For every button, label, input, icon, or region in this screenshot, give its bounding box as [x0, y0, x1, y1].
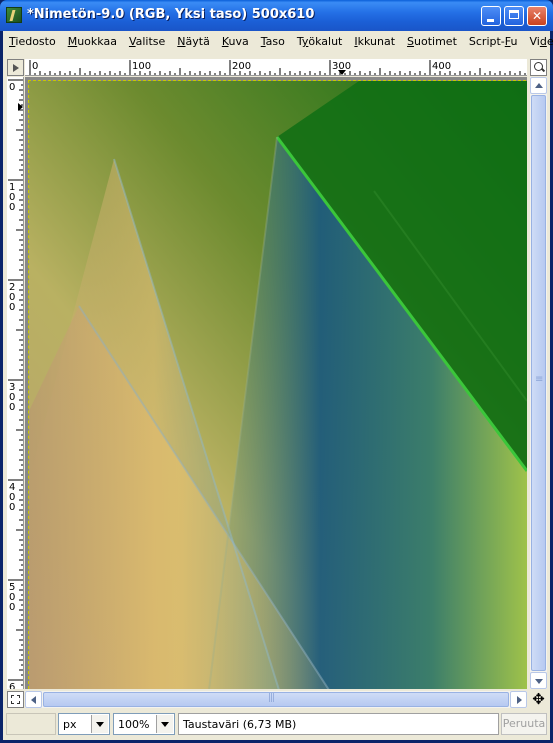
horizontal-ruler[interactable]: 0 100 200 300 400	[25, 59, 527, 76]
chevron-down-icon[interactable]	[91, 715, 108, 733]
menu-item-tiedosto[interactable]: Tiedosto	[9, 35, 56, 48]
window-client: Tiedosto Muokkaa Valitse Näytä Kuva Taso Työka…	[3, 31, 553, 740]
navigate-zoom-icon[interactable]	[530, 59, 547, 76]
scroll-left-button[interactable]	[25, 691, 42, 708]
ruler-label: 0	[9, 502, 15, 513]
ruler-label: 3	[9, 382, 15, 393]
menu-item-ikkunat[interactable]: Ikkunat	[354, 35, 396, 48]
minimize-button[interactable]	[481, 6, 501, 26]
title-bar[interactable]: *Nimetön-9.0 (RGB, Yksi taso) 500x610 ✕	[0, 0, 553, 31]
quick-mask-toggle[interactable]	[7, 691, 24, 708]
ruler-label: 0	[9, 82, 15, 93]
ruler-label: 0	[9, 402, 15, 413]
horizontal-scroll-thumb[interactable]	[43, 692, 509, 707]
ruler-label: 1	[9, 182, 15, 193]
menu-item-script-fu[interactable]: Script-Fu	[468, 35, 518, 48]
menu-item-kuva[interactable]: Kuva	[221, 35, 249, 48]
ruler-label: 0	[9, 392, 15, 403]
ruler-label: 200	[232, 61, 251, 72]
maximize-button[interactable]	[504, 6, 524, 26]
status-bar: px 100% Taustaväri (6,73 MB) Peruuta	[3, 710, 550, 740]
pointer-marker	[338, 70, 346, 75]
pointer-marker	[18, 103, 23, 111]
menu-item-video[interactable]: Video	[529, 35, 553, 48]
menu-arrow-button[interactable]	[7, 59, 24, 76]
ruler-label: 300	[332, 61, 351, 72]
scroll-up-button[interactable]	[530, 77, 547, 94]
menu-bar: Tiedosto Muokkaa Valitse Näytä Kuva Taso Työka…	[3, 31, 553, 53]
menu-item-näytä[interactable]: Näytä	[177, 35, 210, 48]
ruler-label: 100	[132, 61, 151, 72]
horizontal-scrollbar[interactable]	[25, 691, 527, 708]
menu-item-valitse[interactable]: Valitse	[128, 35, 166, 48]
ruler-label: 0	[32, 61, 38, 72]
close-button[interactable]: ✕	[527, 6, 547, 26]
ruler-label: 5	[9, 582, 15, 593]
close-icon: ✕	[531, 9, 543, 23]
ruler-label: 4	[9, 482, 15, 493]
ruler-label: 0	[9, 302, 15, 313]
menu-item-työkalut[interactable]: Työkalut	[296, 35, 343, 48]
ruler-label: 6	[9, 682, 15, 689]
scroll-down-button[interactable]	[530, 672, 547, 689]
zoom-value: 100%	[118, 718, 150, 731]
image-canvas[interactable]	[28, 80, 527, 689]
unit-selector[interactable]: px	[58, 713, 110, 735]
chevron-down-icon[interactable]	[156, 715, 173, 733]
pointer-coordinates	[6, 713, 56, 735]
menu-item-taso[interactable]: Taso	[260, 35, 285, 48]
ruler-label: 0	[9, 592, 15, 603]
unit-value: px	[63, 718, 77, 731]
navigate-move-icon[interactable]: ✥	[532, 690, 545, 708]
canvas-area[interactable]	[25, 77, 527, 689]
ruler-label: 400	[432, 61, 451, 72]
zoom-selector[interactable]: 100%	[113, 713, 175, 735]
status-message: Taustaväri (6,73 MB)	[178, 713, 499, 735]
menu-item-muokkaa[interactable]: Muokkaa	[67, 35, 117, 48]
vertical-scrollbar[interactable]	[530, 77, 547, 689]
ruler-label: 0	[9, 602, 15, 613]
vertical-scroll-thumb[interactable]	[531, 95, 546, 671]
ruler-label: 0	[9, 292, 15, 303]
horizontal-ruler-ticks: 0 100 200 300 400	[29, 60, 526, 75]
scroll-right-button[interactable]	[510, 691, 527, 708]
window-title: *Nimetön-9.0 (RGB, Yksi taso) 500x610	[27, 7, 315, 22]
ruler-label: 0	[9, 492, 15, 503]
menu-item-suotimet[interactable]: Suotimet	[407, 35, 457, 48]
gimp-image-icon[interactable]	[6, 7, 22, 23]
ruler-label: 2	[9, 282, 15, 293]
ruler-label: 0	[9, 202, 15, 213]
minimize-icon	[487, 19, 494, 22]
cancel-button[interactable]: Peruuta	[501, 713, 547, 735]
canvas-image	[29, 81, 527, 689]
maximize-icon	[509, 10, 519, 19]
ruler-label: 0	[9, 192, 15, 203]
